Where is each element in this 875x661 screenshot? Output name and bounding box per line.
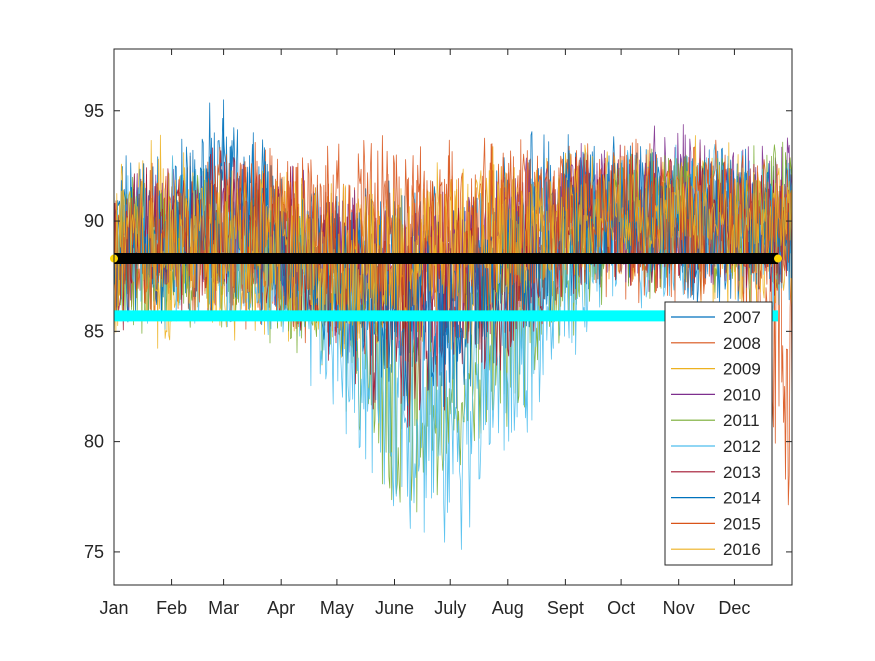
x-tick-label: Mar (208, 598, 239, 618)
series-line-2016 (114, 157, 792, 350)
y-tick-label: 90 (84, 211, 104, 231)
reference-line-1-marker (774, 254, 782, 263)
legend-label-2016: 2016 (723, 540, 761, 559)
y-tick-label: 75 (84, 542, 104, 562)
axes-box (113, 48, 793, 586)
legend-label-2011: 2011 (723, 411, 760, 430)
legend-label-2009: 2009 (723, 360, 761, 379)
legend-label-2010: 2010 (723, 385, 761, 404)
x-tick-label: Sept (547, 598, 584, 618)
legend-label-2007: 2007 (723, 308, 761, 327)
legend-box (664, 301, 773, 566)
x-tick-label: July (434, 598, 466, 618)
x-tick-label: May (320, 598, 354, 618)
x-tick-label: Nov (663, 598, 695, 618)
legend-label-2013: 2013 (723, 463, 761, 482)
y-tick-label: 80 (84, 432, 104, 452)
y-tick-label: 95 (84, 101, 104, 121)
legend-label-2008: 2008 (723, 334, 761, 353)
y-tick-label: 85 (84, 321, 104, 341)
x-tick-label: Aug (492, 598, 524, 618)
x-tick-label: Oct (607, 598, 635, 618)
x-tick-label: Dec (718, 598, 750, 618)
x-tick-label: June (375, 598, 414, 618)
x-tick-label: Feb (156, 598, 187, 618)
x-tick-label: Jan (99, 598, 128, 618)
legend-label-2012: 2012 (723, 437, 761, 456)
legend-label-2015: 2015 (723, 514, 761, 533)
legend-label-2014: 2014 (723, 489, 761, 508)
x-tick-label: Apr (267, 598, 295, 618)
